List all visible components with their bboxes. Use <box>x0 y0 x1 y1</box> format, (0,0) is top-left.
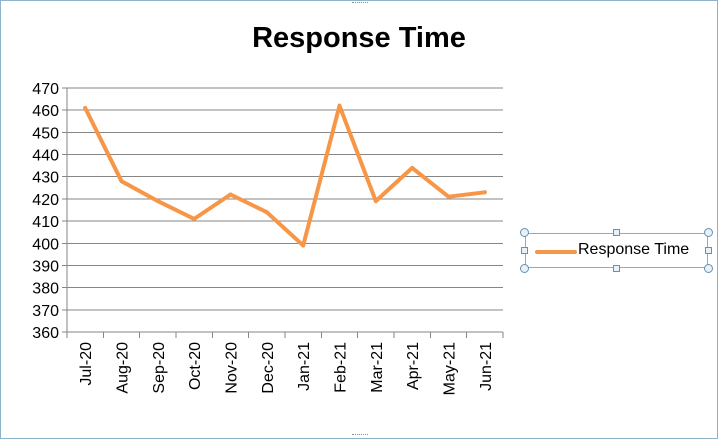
y-tick-label: 360 <box>32 325 59 342</box>
resize-grip-bottom[interactable] <box>352 434 368 438</box>
x-tick-label: Oct-20 <box>187 342 204 390</box>
legend-handle-bottom-right[interactable] <box>704 264 713 273</box>
x-tick-label: Sep-20 <box>151 342 168 394</box>
legend-handle-bottom-middle[interactable] <box>613 265 620 272</box>
data-point <box>446 194 451 199</box>
x-tick-label: Feb-21 <box>333 342 350 393</box>
legend-handle-bottom-left[interactable] <box>520 264 529 273</box>
x-tick-label: Aug-20 <box>115 342 132 394</box>
y-tick-label: 420 <box>32 192 59 209</box>
chart-title-text: Response Time <box>252 22 466 54</box>
legend-handle-top-middle[interactable] <box>613 229 620 236</box>
data-point <box>228 192 233 197</box>
x-tick-label: May-21 <box>442 342 459 395</box>
data-point <box>83 105 88 110</box>
data-point <box>373 199 378 204</box>
legend-handle-top-right[interactable] <box>704 228 713 237</box>
legend-handle-middle-left[interactable] <box>521 247 528 254</box>
legend-label: Response Time <box>578 241 690 258</box>
y-axis-ticks: 360 370 380 390 400 410 420 430 440 450 460 470 <box>32 81 67 342</box>
legend[interactable]: Response Time <box>525 233 708 268</box>
data-point <box>264 210 269 215</box>
data-point <box>337 103 342 108</box>
axes <box>66 88 503 333</box>
x-tick-label: Mar-21 <box>369 342 386 393</box>
y-tick-label: 440 <box>32 148 59 165</box>
legend-handle-top-left[interactable] <box>520 228 529 237</box>
x-tick-label: Dec-20 <box>260 342 277 394</box>
y-tick-label: 370 <box>32 303 59 320</box>
data-point <box>482 190 487 195</box>
y-tick-label: 460 <box>32 103 59 120</box>
data-point <box>119 179 124 184</box>
series-group <box>83 103 487 248</box>
resize-grip-top[interactable] <box>352 2 368 6</box>
data-point <box>155 199 160 204</box>
x-tick-label: Apr-21 <box>405 342 422 390</box>
x-axis-ticks: Jul-20 Aug-20 Sep-20 Oct-20 Nov-20 Dec-20 Jan-… <box>66 332 504 395</box>
y-tick-label: 410 <box>32 214 59 231</box>
data-point <box>192 216 197 221</box>
y-tick-label: 380 <box>32 281 59 298</box>
y-tick-label: 430 <box>32 170 59 187</box>
y-tick-label: 450 <box>32 125 59 142</box>
data-point <box>410 165 415 170</box>
x-tick-label: Jul-20 <box>78 342 95 386</box>
x-tick-label: Jun-21 <box>478 342 495 391</box>
y-tick-label: 400 <box>32 236 59 253</box>
data-point <box>301 243 306 248</box>
legend-handle-middle-right[interactable] <box>705 247 712 254</box>
gridlines <box>67 87 503 311</box>
x-tick-label: Nov-20 <box>224 342 241 394</box>
chart-title: Response Time <box>0 22 718 55</box>
y-tick-label: 470 <box>32 81 59 98</box>
series-line <box>83 103 487 248</box>
x-tick-label: Jan-21 <box>296 342 313 391</box>
y-tick-label: 390 <box>32 258 59 275</box>
legend-line-swatch <box>535 250 577 254</box>
